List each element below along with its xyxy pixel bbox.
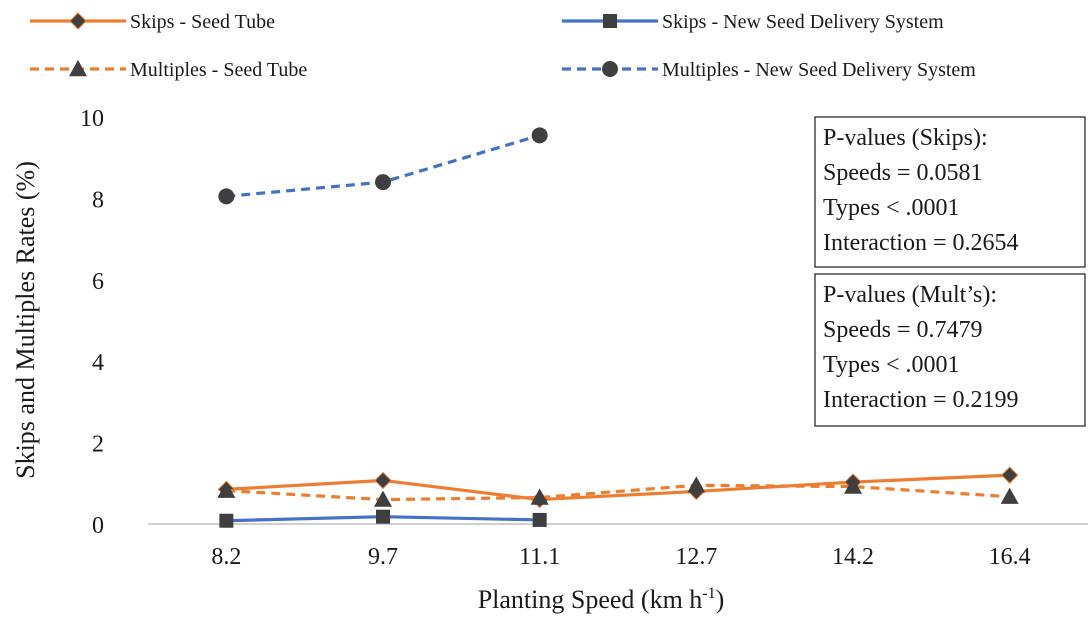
y-axis-title: Skips and Multiples Rates (%) <box>11 161 40 479</box>
x-axis-title: Planting Speed (km h-1) <box>478 585 725 614</box>
legend-marker <box>69 60 87 77</box>
series-multiples-seed-tube <box>217 476 1019 507</box>
x-tick-label: 16.4 <box>989 544 1031 570</box>
y-tick-label: 8 <box>92 187 104 213</box>
legend-marker <box>603 14 617 28</box>
series-skips-seed-tube <box>217 466 1019 509</box>
p-value-box-border <box>814 273 1086 427</box>
legend-marker <box>69 12 87 30</box>
legend-label: Skips - Seed Tube <box>130 11 275 33</box>
y-tick-label: 6 <box>92 269 104 295</box>
p-value-line: P-values (Skips): <box>823 125 988 151</box>
p-value-line: Types < .0001 <box>823 195 960 221</box>
data-point <box>530 488 549 505</box>
legend: Skips - Seed Tube Skips - New Seed Delive… <box>30 11 976 81</box>
legend-item: Multiples - Seed Tube <box>30 59 307 81</box>
p-value-line: P-values (Mult’s): <box>823 282 997 308</box>
y-tick-label: 0 <box>92 513 104 539</box>
y-tick-label: 4 <box>92 350 104 376</box>
x-tick-label: 9.7 <box>368 544 398 570</box>
data-point <box>687 476 706 493</box>
series-line <box>226 483 1010 502</box>
p-value-boxes: P-values (Skips): Speeds = 0.0581 Types < … <box>814 116 1086 427</box>
x-tick-label: 11.1 <box>519 544 560 570</box>
data-point <box>1000 487 1019 504</box>
series-skips-new-seed-delivery-system <box>219 509 547 528</box>
data-point <box>374 490 392 507</box>
x-axis-title-end: ) <box>716 585 725 614</box>
legend-label: Skips - New Seed Delivery System <box>662 11 944 33</box>
data-point <box>531 127 548 144</box>
data-point <box>844 477 862 494</box>
p-value-box-border <box>814 116 1086 268</box>
series-multiples-new-seed-delivery-system <box>218 127 548 205</box>
x-axis-title-main: Planting Speed (km h <box>478 585 703 614</box>
data-point <box>1000 466 1019 484</box>
legend-item: Multiples - New Seed Delivery System <box>562 59 976 81</box>
legend-marker <box>602 61 618 77</box>
data-point <box>376 509 390 524</box>
p-value-box: P-values (Mult’s): Speeds = 0.7479 Types <… <box>814 273 1086 427</box>
p-value-line: Speeds = 0.7479 <box>823 317 983 343</box>
data-point <box>532 512 547 527</box>
legend-label: Multiples - New Seed Delivery System <box>662 59 976 81</box>
y-axis: 0 2 4 6 8 10 <box>80 106 104 539</box>
series-line <box>226 473 1010 502</box>
series-layer <box>217 127 1019 528</box>
x-tick-label: 8.2 <box>211 544 241 570</box>
p-value-line: Types < .0001 <box>823 352 960 378</box>
data-point <box>219 513 234 528</box>
y-tick-label: 10 <box>80 106 104 132</box>
x-axis-title-superscript: -1 <box>702 585 715 602</box>
y-tick-label: 2 <box>92 432 104 458</box>
x-axis: 8.2 9.7 11.1 12.7 14.2 16.4 <box>148 523 1088 570</box>
p-value-box: P-values (Skips): Speeds = 0.0581 Types < … <box>814 116 1086 268</box>
p-value-line: Speeds = 0.0581 <box>823 160 983 186</box>
legend-label: Multiples - Seed Tube <box>130 59 307 81</box>
legend-item: Skips - New Seed Delivery System <box>562 11 944 33</box>
data-point <box>374 471 392 490</box>
data-point <box>375 174 391 191</box>
p-value-line: Interaction = 0.2199 <box>823 387 1018 413</box>
legend-item: Skips - Seed Tube <box>30 11 275 33</box>
p-value-line: Interaction = 0.2654 <box>823 230 1018 256</box>
data-point <box>218 188 235 205</box>
data-point <box>217 481 236 498</box>
x-tick-label: 14.2 <box>832 544 874 570</box>
x-tick-label: 12.7 <box>675 544 717 570</box>
